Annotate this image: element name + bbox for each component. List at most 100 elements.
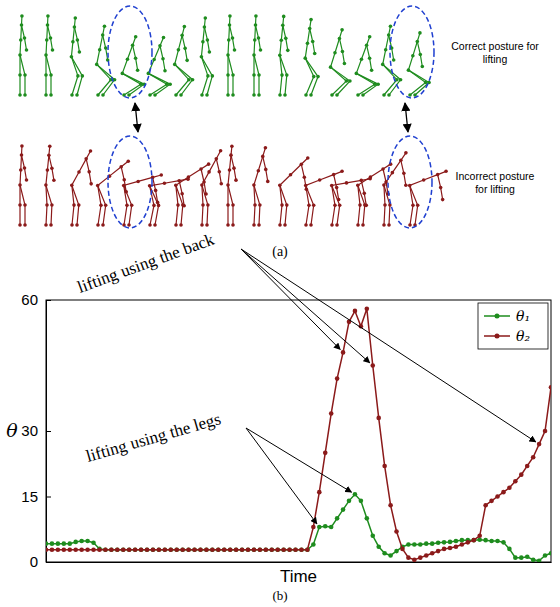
y-tick-label: 15 bbox=[21, 488, 38, 505]
series-marker bbox=[412, 542, 417, 547]
annotations: lifting using the backlifting using the … bbox=[75, 229, 536, 523]
bone bbox=[160, 46, 165, 71]
series-marker bbox=[50, 541, 55, 546]
joint bbox=[332, 173, 336, 177]
bone bbox=[175, 27, 189, 95]
series-marker bbox=[115, 547, 120, 552]
joint bbox=[101, 93, 105, 97]
skeleton bbox=[407, 31, 431, 97]
series-marker bbox=[234, 547, 239, 552]
joint bbox=[139, 82, 143, 86]
skeleton bbox=[122, 173, 163, 227]
series-marker bbox=[347, 499, 352, 504]
joint bbox=[46, 23, 50, 27]
joint bbox=[278, 53, 282, 57]
series-marker bbox=[157, 547, 162, 552]
figure: Correct posture forliftingIncorrect post… bbox=[0, 0, 560, 607]
series-marker bbox=[513, 555, 518, 560]
joint bbox=[162, 36, 166, 40]
joint bbox=[208, 50, 212, 54]
annotation-arrow bbox=[246, 428, 317, 524]
series-marker bbox=[525, 464, 530, 469]
joint bbox=[335, 93, 339, 97]
series-marker bbox=[157, 547, 162, 552]
series-marker bbox=[293, 547, 298, 552]
series-marker bbox=[341, 350, 346, 355]
series-marker bbox=[287, 547, 292, 552]
joint bbox=[127, 223, 131, 227]
series-marker bbox=[240, 547, 245, 552]
joint bbox=[356, 223, 360, 227]
joint bbox=[345, 79, 349, 83]
y-tick-mark bbox=[46, 431, 51, 432]
highlight-ellipse bbox=[108, 6, 152, 98]
series-marker bbox=[293, 547, 298, 552]
series-marker bbox=[56, 547, 61, 552]
joint bbox=[18, 53, 22, 57]
joint bbox=[369, 175, 373, 179]
series-marker bbox=[388, 553, 393, 558]
series-marker bbox=[228, 547, 233, 552]
highlight-ellipse bbox=[388, 136, 432, 228]
joint bbox=[174, 93, 178, 97]
series-marker bbox=[460, 538, 465, 543]
joint bbox=[18, 203, 22, 207]
series-marker bbox=[311, 542, 316, 547]
joint bbox=[418, 53, 422, 57]
joint bbox=[226, 223, 230, 227]
series-marker bbox=[311, 525, 316, 530]
joint bbox=[148, 184, 152, 188]
joint bbox=[101, 223, 105, 227]
joint bbox=[231, 93, 235, 97]
series-marker bbox=[525, 554, 530, 559]
legend-label: θ₂ bbox=[516, 328, 530, 344]
bone bbox=[255, 25, 260, 50]
series-marker bbox=[329, 411, 334, 416]
joint bbox=[153, 223, 157, 227]
joint bbox=[157, 204, 161, 208]
series-marker bbox=[109, 547, 114, 552]
joint bbox=[23, 203, 27, 207]
bone bbox=[175, 64, 193, 95]
series-marker bbox=[370, 363, 375, 368]
joint bbox=[358, 203, 362, 207]
joint bbox=[312, 203, 316, 207]
skeleton bbox=[70, 16, 85, 97]
series-marker bbox=[299, 547, 304, 552]
series-marker bbox=[62, 547, 67, 552]
joint bbox=[226, 73, 230, 77]
series-marker bbox=[97, 547, 102, 552]
joint bbox=[23, 166, 27, 170]
joint bbox=[304, 184, 308, 188]
legend-label: θ₁ bbox=[516, 308, 530, 324]
series-marker bbox=[216, 547, 221, 552]
joint bbox=[259, 48, 263, 52]
series-marker bbox=[204, 547, 209, 552]
bone bbox=[229, 25, 234, 50]
joint bbox=[20, 144, 24, 148]
series-marker bbox=[376, 416, 381, 421]
joint bbox=[383, 203, 387, 207]
joint bbox=[370, 68, 374, 72]
bone bbox=[438, 175, 443, 200]
joint bbox=[95, 63, 99, 67]
joint bbox=[439, 186, 443, 190]
series-marker bbox=[305, 547, 310, 552]
joint bbox=[81, 74, 85, 78]
plot-frame bbox=[46, 300, 551, 562]
series-marker bbox=[549, 551, 551, 556]
series-marker bbox=[258, 547, 263, 552]
joint bbox=[408, 93, 412, 97]
series-marker bbox=[454, 539, 459, 544]
joint bbox=[89, 182, 93, 186]
panel-a: Correct posture forliftingIncorrect post… bbox=[18, 6, 539, 260]
joint bbox=[46, 168, 50, 172]
joint bbox=[356, 93, 360, 97]
y-axis-title: θ bbox=[6, 419, 18, 441]
joint bbox=[404, 183, 408, 187]
skeleton bbox=[18, 144, 28, 227]
joint bbox=[335, 186, 339, 190]
series-marker bbox=[353, 492, 358, 497]
joint bbox=[341, 50, 345, 54]
joint bbox=[161, 57, 165, 61]
